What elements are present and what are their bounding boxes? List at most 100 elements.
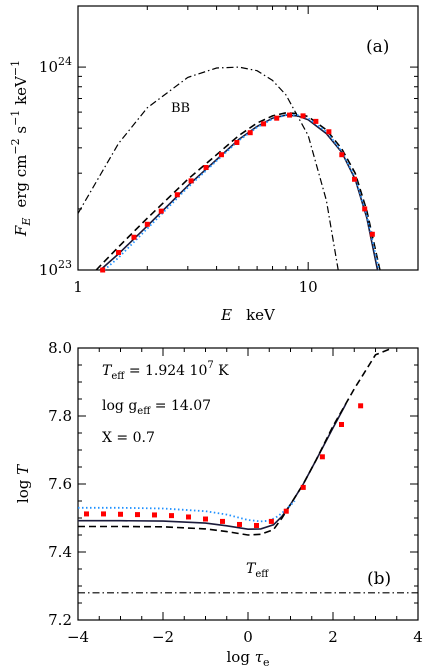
ylabel-T: T [14,464,32,475]
ylabel-sub: E [20,218,33,227]
data-point-b [186,514,191,520]
y-axis-label-a: FEerg cm−2 s−1 keV−1 [9,60,33,237]
ylabel-exp: −2 [9,138,22,154]
data-point-b [339,422,344,427]
data-point-a [203,164,209,170]
data-point-a [174,192,180,198]
xlabel-var: E [220,306,232,324]
ylabel-exp: −1 [9,60,22,76]
xlabel-sub: e [263,656,270,669]
data-point-b [220,518,225,524]
y-tick-label-b: 7.8 [48,407,72,425]
data-point-b [84,511,89,517]
y-tick-base: 10 [39,261,58,279]
logg-annotation: log geff = 14.07 [102,398,211,417]
xlabel-unit: keV [246,306,276,324]
series-line-b-0 [78,403,347,531]
x-tick-label-b: −2 [152,628,174,646]
data-point-a [144,221,150,227]
data-point-a [313,118,319,124]
series-a [77,66,381,273]
data-point-a [326,129,332,135]
labels-b: (b) Teff = 1.924 107 K log geff = 14.07 … [14,360,391,669]
logg-val: = 14.07 [150,398,211,414]
teff-sub: eff [111,371,125,382]
y-tick-label-b: 8.0 [48,339,72,357]
data-point-b [237,521,242,527]
y-tick-label-a: 1024 [39,55,72,76]
data-point-b [101,511,106,517]
teff-var: T [102,363,113,379]
data-point-b [283,508,289,514]
ylabel-var: F [12,225,30,237]
teff-exp: 7 [207,360,213,371]
bb-annotation: BB [171,101,190,116]
y-tick-label-b: 7.6 [48,475,72,493]
teff-val: = 1.924 10 [124,363,207,379]
panel-label-a: (a) [366,37,389,57]
data-point-b [300,484,306,490]
series-line-a-0 [77,66,339,271]
teff-line-label: Teff [246,561,269,580]
x-tick-label-b: −4 [67,628,89,646]
x-value: X = 0.7 [102,430,155,446]
data-point-a [247,130,253,136]
data-point-a [362,206,368,212]
data-point-b [152,512,157,518]
panel-b: −4 −2 0 2 4 7.2 7.4 7.6 7.8 8.0 (b) Teff = 1.924 … [14,339,423,669]
x-tick-label-a: 10 [299,278,318,296]
teff-line-var: T [246,561,257,577]
data-point-a [188,178,194,184]
ylabel-unit: erg cm [12,155,30,208]
ylabel-exp: −1 [9,110,22,126]
series-line-b-1 [78,347,393,536]
data-point-a [352,176,358,182]
ylabel-unit: s [12,126,30,138]
data-point-a [261,121,267,127]
logg-var: log g [102,398,137,414]
data-point-a [300,113,306,119]
ylabel-log: log [14,475,32,503]
y-tick-label-b: 7.2 [48,611,72,629]
data-point-b [358,403,364,409]
y-tick-exp: 24 [58,55,72,68]
data-point-b [169,513,174,519]
teff-unit: K [214,363,229,379]
series-line-a-3 [103,114,380,271]
data-point-a [218,152,224,158]
data-point-b [203,516,208,522]
data-point-b [135,512,140,518]
x-tick-label-b: 4 [413,628,423,646]
data-point-a [369,231,375,237]
x-tick-label-b: 2 [328,628,338,646]
data-point-a [287,112,293,118]
x-annotation: X = 0.7 [102,430,155,446]
teff-annotation: Teff = 1.924 107 K [102,360,229,382]
data-point-b [254,522,259,528]
data-point-b [268,518,274,524]
data-point-a [339,152,345,158]
data-point-a [274,115,280,121]
y-tick-base: 10 [39,58,58,76]
plot-frame-a [77,5,419,271]
y-axis-label-b: log T [14,464,32,503]
data-point-b [118,511,123,517]
x-axis-label-b: log τe [226,648,269,669]
series-line-a-1 [99,114,379,271]
data-point-a [116,249,122,255]
xlabel-tau: τ [255,648,264,666]
data-point-b [319,454,325,460]
data-point-a [131,234,137,240]
ylabel-unit: keV [12,75,30,110]
x-tick-label-a: 1 [73,278,83,296]
data-point-a [100,267,106,273]
y-tick-label-a: 1023 [39,258,72,279]
teff-line-sub: eff [255,569,269,580]
x-tick-label-b: 0 [243,628,253,646]
data-point-a [158,208,164,214]
y-tick-label-b: 7.4 [48,543,72,561]
